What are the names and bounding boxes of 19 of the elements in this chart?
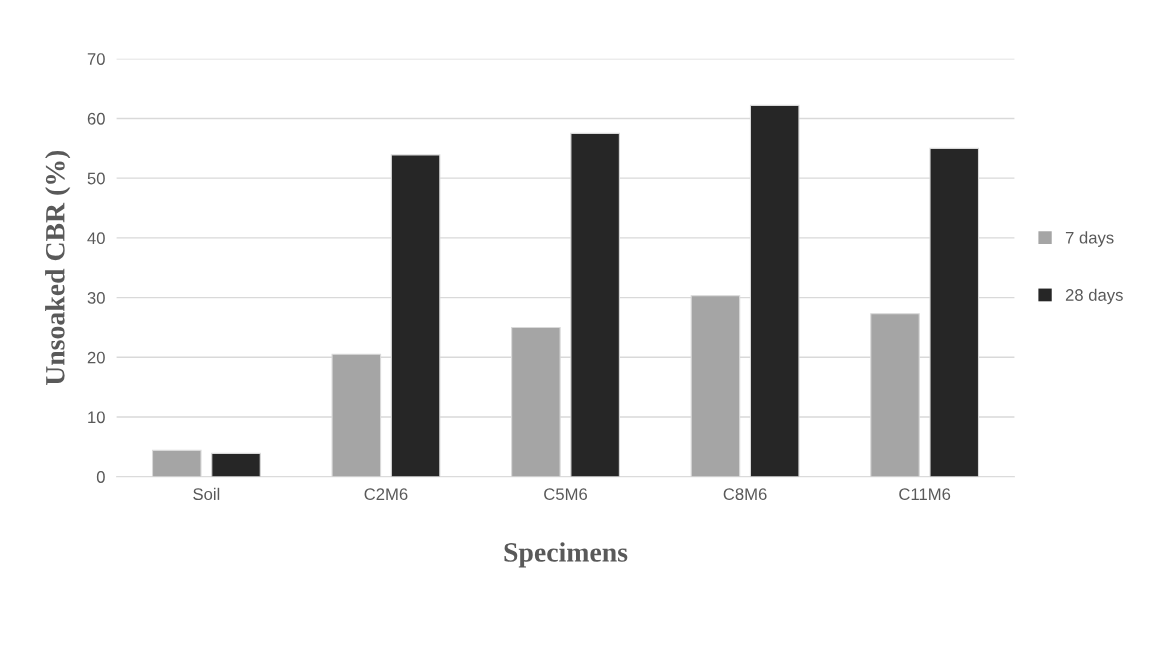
x-tick-label: C2M6 — [364, 488, 408, 501]
y-tick-label: 20 — [87, 351, 105, 364]
y-tick-label: 70 — [87, 53, 105, 65]
x-tick-label: Soil — [193, 487, 220, 501]
bar — [211, 452, 261, 477]
y-tick-label: 40 — [87, 232, 105, 245]
x-tick-label: C8M6 — [723, 488, 767, 501]
x-axis-title: Specimens — [504, 542, 628, 568]
bar — [151, 449, 202, 477]
y-tick-label: 30 — [87, 291, 105, 304]
y-tick-label: 0 — [96, 471, 105, 483]
y-tick-label: 10 — [88, 411, 105, 424]
y-tick-label: 60 — [87, 112, 105, 125]
x-tick-label: C11M6 — [899, 488, 951, 501]
legend-label: 7 days — [1065, 231, 1114, 247]
y-tick-label: 50 — [87, 172, 105, 185]
legend-label: 28 days — [1065, 288, 1123, 305]
x-tick-label: C5M6 — [544, 488, 588, 501]
y-axis-title: Unsoaked CBR (%) — [45, 150, 71, 386]
